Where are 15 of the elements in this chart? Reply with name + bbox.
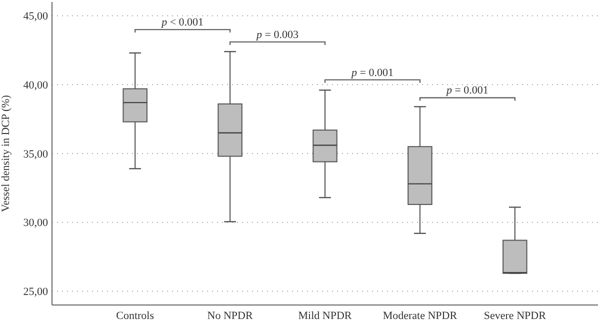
annotation: p < 0.001 [160,16,204,29]
x-tick-label: No NPDR [207,310,254,322]
x-tick-label: Mild NPDR [298,310,352,322]
annotation: p = 0.003 [256,28,299,41]
y-tick-label: 35,00 [23,148,48,160]
y-tick-label: 45,00 [23,10,48,23]
annotation: p = 0.001 [445,84,488,97]
y-axis-title: Vessel density in DCP (%) [0,94,12,212]
x-tick-label: Severe NPDR [484,310,547,322]
y-tick-label: 30,00 [23,217,48,230]
y-tick-label: 40,00 [23,79,48,92]
x-tick-label: Controls [116,310,154,322]
x-tick-label: Moderate NPDR [382,310,458,322]
y-tick-label: 25,00 [23,286,48,298]
annotation: p = 0.001 [350,66,394,79]
